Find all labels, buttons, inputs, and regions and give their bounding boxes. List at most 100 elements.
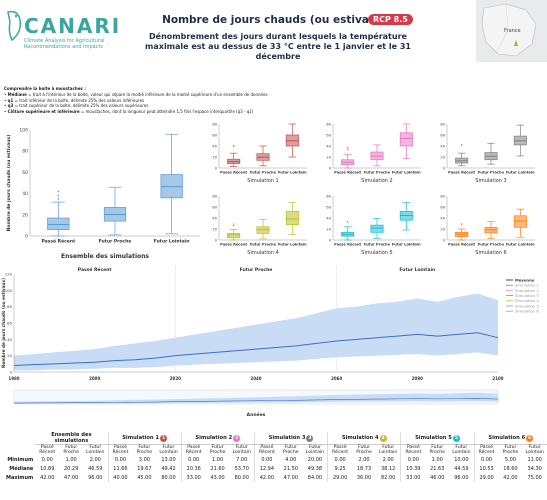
box-iqr: [285, 211, 299, 225]
table-cell: 80.00: [161, 474, 176, 481]
table-col-header: Futur Proche: [429, 445, 446, 455]
table-cell: 33.00: [180, 473, 206, 482]
table-cell: 49.38: [307, 465, 323, 472]
table-cell: 42.00: [253, 473, 279, 482]
panel-title: Simulation 4: [247, 250, 278, 256]
bird-logo-icon: [7, 10, 22, 42]
box-iqr: [227, 233, 241, 239]
table-cell: 1.00: [212, 456, 224, 463]
legend-line-q1: • q1 = trait inférieur de la boîte, déli…: [4, 97, 145, 103]
y-tick-label: 60: [326, 206, 331, 210]
legend-item[interactable]: Simulation 6: [515, 309, 539, 314]
table-col-header: Passé Récent: [107, 444, 133, 455]
x-tick-label: Futur Lointain: [278, 171, 307, 175]
table-col-header: Futur Lointain: [452, 445, 471, 455]
table-row-label: Maximum: [6, 474, 34, 481]
table-cell: 36.00: [356, 474, 372, 481]
x-tick-label: Futur Lointain: [154, 239, 190, 245]
table-col-header: Passé Récent: [180, 444, 206, 455]
y-tick-label: 0: [215, 167, 218, 171]
outlier-point: [346, 221, 349, 223]
table-row-label: Minimum: [7, 456, 34, 463]
panel-title: Simulation 3: [475, 178, 506, 184]
x-tick-label: Passé Récent: [220, 171, 247, 175]
panel-title: Simulation 2: [361, 178, 392, 184]
y-tick-label: 80: [326, 123, 331, 127]
y-tick-label: 60: [212, 134, 217, 138]
x-tick-label: Futur Proche: [364, 171, 391, 175]
legend-item[interactable]: Simulation 2: [515, 288, 539, 293]
outlier-point: [57, 198, 60, 200]
table-cell: 10.39: [400, 464, 426, 473]
table-cell: 7.00: [236, 456, 248, 463]
table-cell: 11.00: [527, 456, 542, 463]
table-cell: 9.25: [327, 464, 353, 473]
table-col-header: Futur Lointain: [159, 445, 178, 455]
y-tick-label: 120: [5, 272, 13, 277]
y-tick-label: 80: [7, 304, 12, 309]
y-tick-label: 20: [326, 156, 331, 160]
y-tick-label: 20: [440, 156, 445, 160]
legend-item[interactable]: Moyenne: [515, 277, 535, 282]
x-axis-label: Années: [247, 411, 266, 418]
location-map[interactable]: France: [476, 0, 547, 62]
legend-line-q3: • q3 = trait supérieur de la boîte, déli…: [4, 103, 149, 109]
y-tick-label: 0: [443, 167, 446, 171]
legend-item[interactable]: Simulation 1: [515, 283, 539, 288]
table-cell: 20.29: [63, 465, 79, 472]
table-cell: 46.59: [88, 465, 103, 472]
logo-subtitle: Climate Analysis for Agricultural Recomm…: [24, 38, 105, 50]
table-cell: 4.00: [285, 456, 297, 463]
group-name: Simulation 3: [268, 434, 306, 441]
panel-title: Simulation 6: [475, 250, 506, 256]
table-col-header: Futur Lointain: [525, 445, 544, 455]
table-cell: 29.00: [473, 473, 499, 482]
table-cell: 46.00: [430, 474, 445, 481]
table-cell: 11.66: [107, 464, 133, 473]
table-col-header: Passé Récent: [400, 444, 426, 455]
table-cell: 1.00: [431, 456, 443, 463]
legend-item[interactable]: Simulation 5: [515, 303, 539, 308]
table-corner: [4, 432, 35, 445]
legend-item[interactable]: Simulation 4: [515, 298, 539, 303]
table-cell: 84.00: [307, 474, 323, 481]
y-tick-label: 40: [326, 217, 331, 221]
y-tick-label: 60: [212, 206, 217, 210]
table-cell: 34.30: [527, 465, 542, 472]
canari-logo: [4, 8, 114, 68]
x-tick-label: 2100: [492, 376, 503, 381]
x-tick-label: Futur Proche: [478, 171, 505, 175]
table-cell: 38.12: [381, 465, 396, 472]
outlier-point: [232, 145, 235, 147]
table-cell: 29.00: [327, 473, 353, 482]
rcp-badge: RCP 8.5: [368, 14, 413, 25]
outlier-point: [346, 146, 349, 149]
table-cell: 0.00: [41, 456, 53, 463]
timeseries-chart[interactable]: Passé Récent Futur Proche Futur Lointain 0 2…: [0, 262, 547, 422]
legend-item[interactable]: Simulation 3: [515, 293, 539, 298]
y-tick-label: 80: [440, 195, 445, 199]
x-tick-label: 2020: [170, 376, 181, 381]
outlier-point: [57, 190, 60, 193]
chart-title: Ensemble des simulations: [61, 253, 149, 260]
table-cell: 0.00: [327, 455, 353, 464]
y-tick-label: 40: [22, 191, 28, 197]
table-cell: 49.42: [161, 465, 176, 472]
table-cell: 44.59: [454, 465, 469, 472]
x-tick-label: Futur Proche: [250, 243, 277, 247]
y-tick-label: 40: [212, 217, 217, 221]
x-tick-label: 1980: [8, 376, 19, 381]
table-cell: 0.00: [107, 455, 133, 464]
simulation-number-badge: 1: [160, 434, 168, 442]
table-corner: [4, 445, 35, 456]
table-cell: 10.00: [454, 456, 469, 463]
simulation-number-badge: 4: [379, 434, 387, 442]
y-tick-label: 40: [440, 145, 445, 149]
simulation-number-badge: 3: [306, 434, 314, 442]
y-tick-label: 20: [7, 353, 12, 358]
group-name: Simulation 2: [195, 434, 233, 441]
table-cell: 96.00: [88, 474, 103, 481]
table-cell: 10.53: [473, 464, 499, 473]
x-tick-label: Passé Récent: [334, 243, 361, 247]
